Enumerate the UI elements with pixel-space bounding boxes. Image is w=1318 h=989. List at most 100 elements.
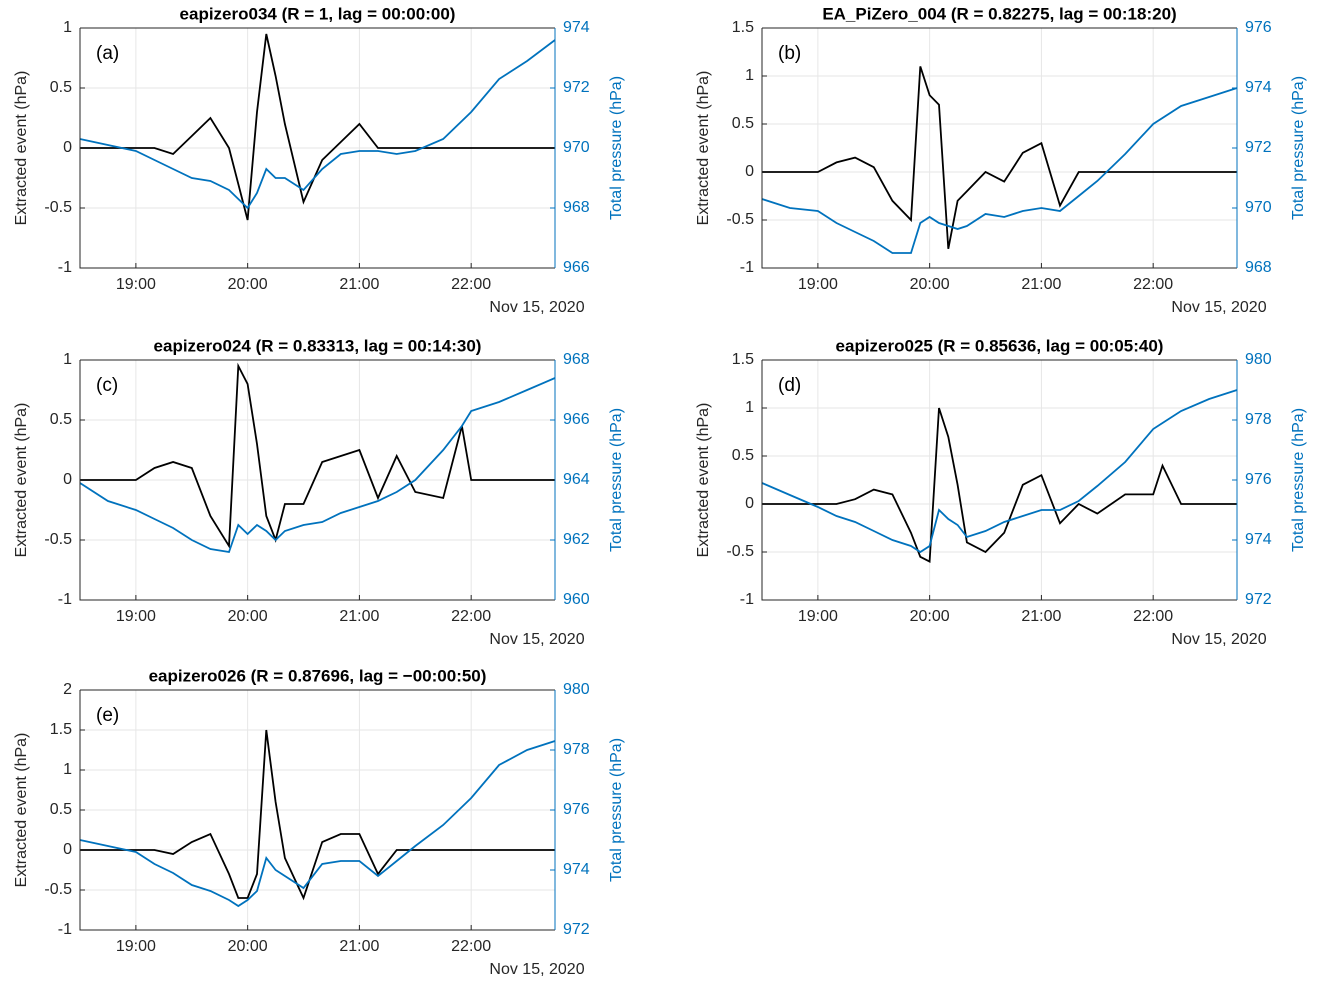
x-date-label: Nov 15, 2020 [1171, 299, 1266, 316]
y-axis-label: Extracted event (hPa) [695, 403, 712, 558]
x-tick-label: 21:00 [339, 608, 379, 625]
y-axis-label: Extracted event (hPa) [13, 71, 30, 226]
y2-tick-label: 972 [1245, 139, 1272, 156]
x-tick-label: 20:00 [228, 938, 268, 955]
y-tick-label: -0.5 [44, 881, 72, 898]
y-tick-label: 0 [745, 495, 754, 512]
y-tick-label: 0.5 [50, 801, 72, 818]
y-tick-label: 0 [63, 139, 72, 156]
y-tick-label: 0 [63, 841, 72, 858]
y-tick-label: -0.5 [44, 199, 72, 216]
y-tick-label: 1.5 [732, 351, 754, 368]
x-tick-label: 22:00 [451, 276, 491, 293]
plot-area [762, 28, 1237, 268]
x-tick-label: 19:00 [116, 276, 156, 293]
panel-label: (b) [778, 43, 801, 64]
y-tick-label: -1 [58, 259, 72, 276]
y2-tick-label: 968 [1245, 259, 1272, 276]
y-tick-label: 0.5 [732, 447, 754, 464]
y2-tick-label: 978 [1245, 411, 1272, 428]
panel-label: (a) [96, 43, 119, 64]
x-tick-label: 22:00 [451, 938, 491, 955]
y-tick-label: 1 [745, 399, 754, 416]
x-tick-label: 20:00 [228, 276, 268, 293]
y-tick-label: 1.5 [50, 721, 72, 738]
y2-tick-label: 972 [1245, 591, 1272, 608]
x-date-label: Nov 15, 2020 [1171, 631, 1266, 648]
axis-frame [79, 359, 555, 601]
panel-label: (d) [778, 375, 801, 396]
y2-tick-label: 980 [1245, 351, 1272, 368]
x-tick-label: 20:00 [228, 608, 268, 625]
y-tick-label: 1 [63, 351, 72, 368]
series-line [762, 66, 1237, 249]
y2-tick-label: 972 [563, 79, 590, 96]
x-tick-label: 22:00 [1133, 276, 1173, 293]
chart-title: eapizero025 (R = 0.85636, lag = 00:05:40… [836, 336, 1164, 355]
chart-title: eapizero024 (R = 0.83313, lag = 00:14:30… [154, 336, 482, 355]
panel-label: (c) [96, 375, 118, 396]
y2-tick-label: 974 [563, 19, 590, 36]
axis-frame [79, 27, 555, 269]
chart-title: eapizero034 (R = 1, lag = 00:00:00) [180, 4, 456, 23]
panel: 19:00 20:00 21:00 22:00 -1 -0.5 0 0.5 1 1.5 972 974… [695, 336, 1307, 648]
x-tick-label: 21:00 [339, 938, 379, 955]
chart-title: EA_PiZero_004 (R = 0.82275, lag = 00:18:… [822, 4, 1176, 23]
y-tick-label: -1 [58, 921, 72, 938]
series-line [80, 729, 555, 901]
y2-axis-label: Total pressure (hPa) [608, 738, 625, 882]
y2-tick-label: 974 [563, 861, 590, 878]
panel: 19:00 20:00 21:00 22:00 -1 -0.5 0 0.5 1 1.5 968 970… [695, 4, 1307, 316]
y-tick-label: 1 [63, 19, 72, 36]
y2-tick-label: 968 [563, 351, 590, 368]
y2-tick-label: 974 [1245, 79, 1272, 96]
series-line [762, 407, 1237, 564]
y2-axis-label: Total pressure (hPa) [608, 76, 625, 220]
y-tick-label: 0.5 [50, 79, 72, 96]
panel: 19:00 20:00 21:00 22:00 -1 -0.5 0 0.5 1 966 968 970… [13, 4, 625, 316]
series-line [79, 377, 556, 554]
x-tick-label: 20:00 [910, 276, 950, 293]
y2-tick-label: 960 [563, 591, 590, 608]
y-tick-label: -1 [740, 591, 754, 608]
y-tick-label: 0.5 [732, 115, 754, 132]
x-tick-label: 20:00 [910, 608, 950, 625]
y2-tick-label: 972 [563, 921, 590, 938]
x-tick-label: 22:00 [1133, 608, 1173, 625]
y-tick-label: 2 [63, 681, 72, 698]
y2-tick-label: 978 [563, 741, 590, 758]
x-tick-label: 19:00 [116, 938, 156, 955]
y2-tick-label: 980 [563, 681, 590, 698]
y-tick-label: 0 [745, 163, 754, 180]
axis-frame [761, 359, 1237, 601]
y2-tick-label: 970 [1245, 199, 1272, 216]
y2-tick-label: 962 [563, 531, 590, 548]
y-tick-label: -1 [740, 259, 754, 276]
series-line [761, 87, 1238, 254]
x-tick-label: 19:00 [798, 608, 838, 625]
y-tick-label: -0.5 [726, 211, 754, 228]
y2-axis-label: Total pressure (hPa) [1290, 408, 1307, 552]
x-tick-label: 19:00 [798, 276, 838, 293]
panel: 19:00 20:00 21:00 22:00 -1 -0.5 0 0.5 1 960 962 964… [13, 336, 625, 648]
y2-tick-label: 966 [563, 411, 590, 428]
x-tick-label: 22:00 [451, 608, 491, 625]
y-tick-label: 0.5 [50, 411, 72, 428]
series-line [761, 389, 1238, 554]
axis-frame [79, 689, 555, 931]
series-line [79, 740, 556, 908]
x-tick-label: 19:00 [116, 608, 156, 625]
x-tick-label: 21:00 [1021, 608, 1061, 625]
y-axis-label: Extracted event (hPa) [695, 71, 712, 226]
x-date-label: Nov 15, 2020 [489, 631, 584, 648]
chart-title: eapizero026 (R = 0.87696, lag = −00:00:5… [149, 666, 487, 685]
panel-label: (e) [96, 705, 119, 726]
y-tick-label: -0.5 [726, 543, 754, 560]
series-line [80, 33, 555, 221]
panel: 19:00 20:00 21:00 22:00 -1 -0.5 0 0.5 1 1.5 2 972 97… [13, 666, 625, 978]
y-tick-label: 0 [63, 471, 72, 488]
y-tick-label: 1 [63, 761, 72, 778]
y2-axis-label: Total pressure (hPa) [608, 408, 625, 552]
y-axis-label: Extracted event (hPa) [13, 733, 30, 888]
